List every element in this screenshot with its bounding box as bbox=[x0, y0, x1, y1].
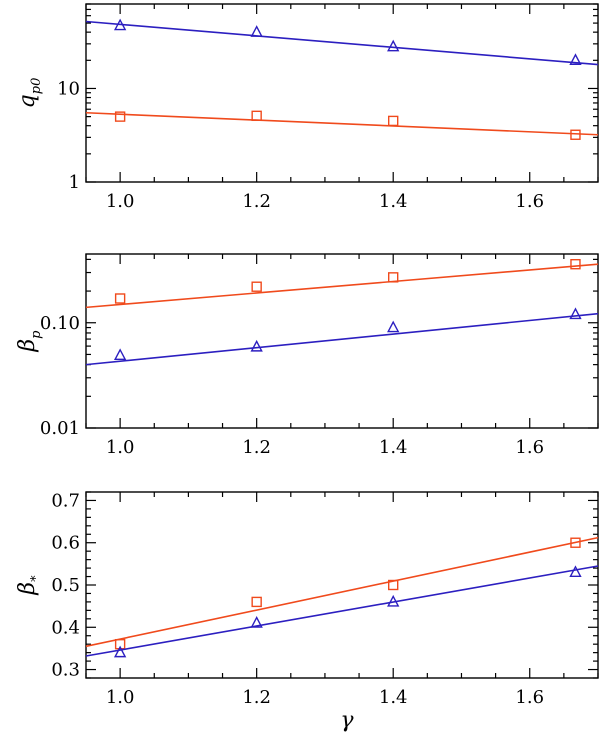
panel-1: 1.0 1.2 1.4 1.6 1 10 qp0 bbox=[15, 3, 599, 212]
squares-fit-line bbox=[85, 536, 599, 648]
y-axis-title-subscript: p bbox=[29, 330, 44, 339]
squares-fit-line bbox=[85, 111, 599, 136]
panel-3: 1.0 1.2 1.4 1.6 0.3 0.4 0.5 0.6 0.7 β* bbox=[15, 490, 599, 708]
y-axis-title-main: q bbox=[15, 94, 40, 108]
triangles-fit-line bbox=[85, 20, 599, 66]
x-tick-label: 1.4 bbox=[379, 437, 408, 458]
triangles-fit-line bbox=[85, 312, 599, 366]
y-tick-label: 0.4 bbox=[51, 617, 80, 638]
square-marker bbox=[114, 293, 126, 304]
square-marker bbox=[251, 110, 262, 122]
y-tick-label: 0.01 bbox=[40, 418, 80, 439]
y-tick-label: 0.7 bbox=[51, 490, 80, 511]
triangle-marker bbox=[569, 565, 582, 578]
triangle-marker bbox=[113, 645, 127, 658]
square-marker bbox=[388, 579, 399, 591]
y-tick-label: 0.3 bbox=[51, 660, 80, 681]
y-axis-title-subscript: p0 bbox=[29, 78, 44, 95]
x-tick-label: 1.4 bbox=[379, 687, 408, 708]
square-marker bbox=[114, 111, 126, 122]
y-axis-title-main: β bbox=[15, 582, 40, 596]
squares-fit-line bbox=[85, 263, 599, 309]
x-tick-label: 1.0 bbox=[106, 191, 135, 212]
y-axis-title: βp bbox=[15, 330, 44, 353]
y-tick-label: 0.6 bbox=[51, 533, 80, 554]
triangle-marker bbox=[387, 320, 400, 333]
triangle-marker bbox=[387, 594, 400, 607]
plot-frame bbox=[85, 253, 599, 429]
triangle-marker bbox=[113, 18, 127, 31]
plot-frame bbox=[85, 3, 599, 183]
x-tick-label: 1.2 bbox=[242, 191, 271, 212]
x-tick-label: 1.6 bbox=[515, 437, 544, 458]
y-axis-title-main: β bbox=[15, 339, 40, 353]
x-tick-label: 1.2 bbox=[242, 437, 271, 458]
square-marker bbox=[388, 115, 399, 127]
triangle-marker bbox=[569, 53, 582, 66]
triangle-marker bbox=[250, 339, 263, 352]
square-marker bbox=[251, 281, 262, 292]
triangle-marker bbox=[387, 39, 400, 52]
square-marker bbox=[114, 638, 126, 650]
x-tick-label: 1.0 bbox=[106, 687, 135, 708]
x-axis-title: γ bbox=[340, 708, 354, 733]
y-axis-title: β* bbox=[15, 575, 44, 596]
square-marker bbox=[570, 129, 581, 140]
plot-frame bbox=[85, 491, 599, 679]
square-marker bbox=[570, 537, 581, 548]
y-tick-label: 0.10 bbox=[40, 313, 80, 334]
triangle-marker bbox=[569, 307, 582, 320]
triangles-fit-line bbox=[85, 565, 599, 657]
x-tick-label: 1.2 bbox=[242, 687, 271, 708]
triangle-marker bbox=[250, 616, 263, 628]
square-marker bbox=[570, 258, 581, 270]
y-tick-label: 1 bbox=[69, 172, 80, 193]
y-axis-title-subscript: * bbox=[29, 575, 44, 582]
y-tick-label: 0.5 bbox=[51, 575, 80, 596]
x-tick-label: 1.0 bbox=[106, 437, 135, 458]
square-marker bbox=[388, 272, 399, 283]
x-tick-label: 1.6 bbox=[515, 191, 544, 212]
triangle-marker bbox=[250, 25, 263, 37]
triangle-marker bbox=[113, 348, 127, 361]
x-tick-label: 1.4 bbox=[379, 191, 408, 212]
x-tick-label: 1.6 bbox=[515, 687, 544, 708]
square-marker bbox=[251, 596, 262, 608]
y-tick-label: 10 bbox=[57, 78, 80, 99]
y-axis-title: qp0 bbox=[15, 78, 44, 109]
